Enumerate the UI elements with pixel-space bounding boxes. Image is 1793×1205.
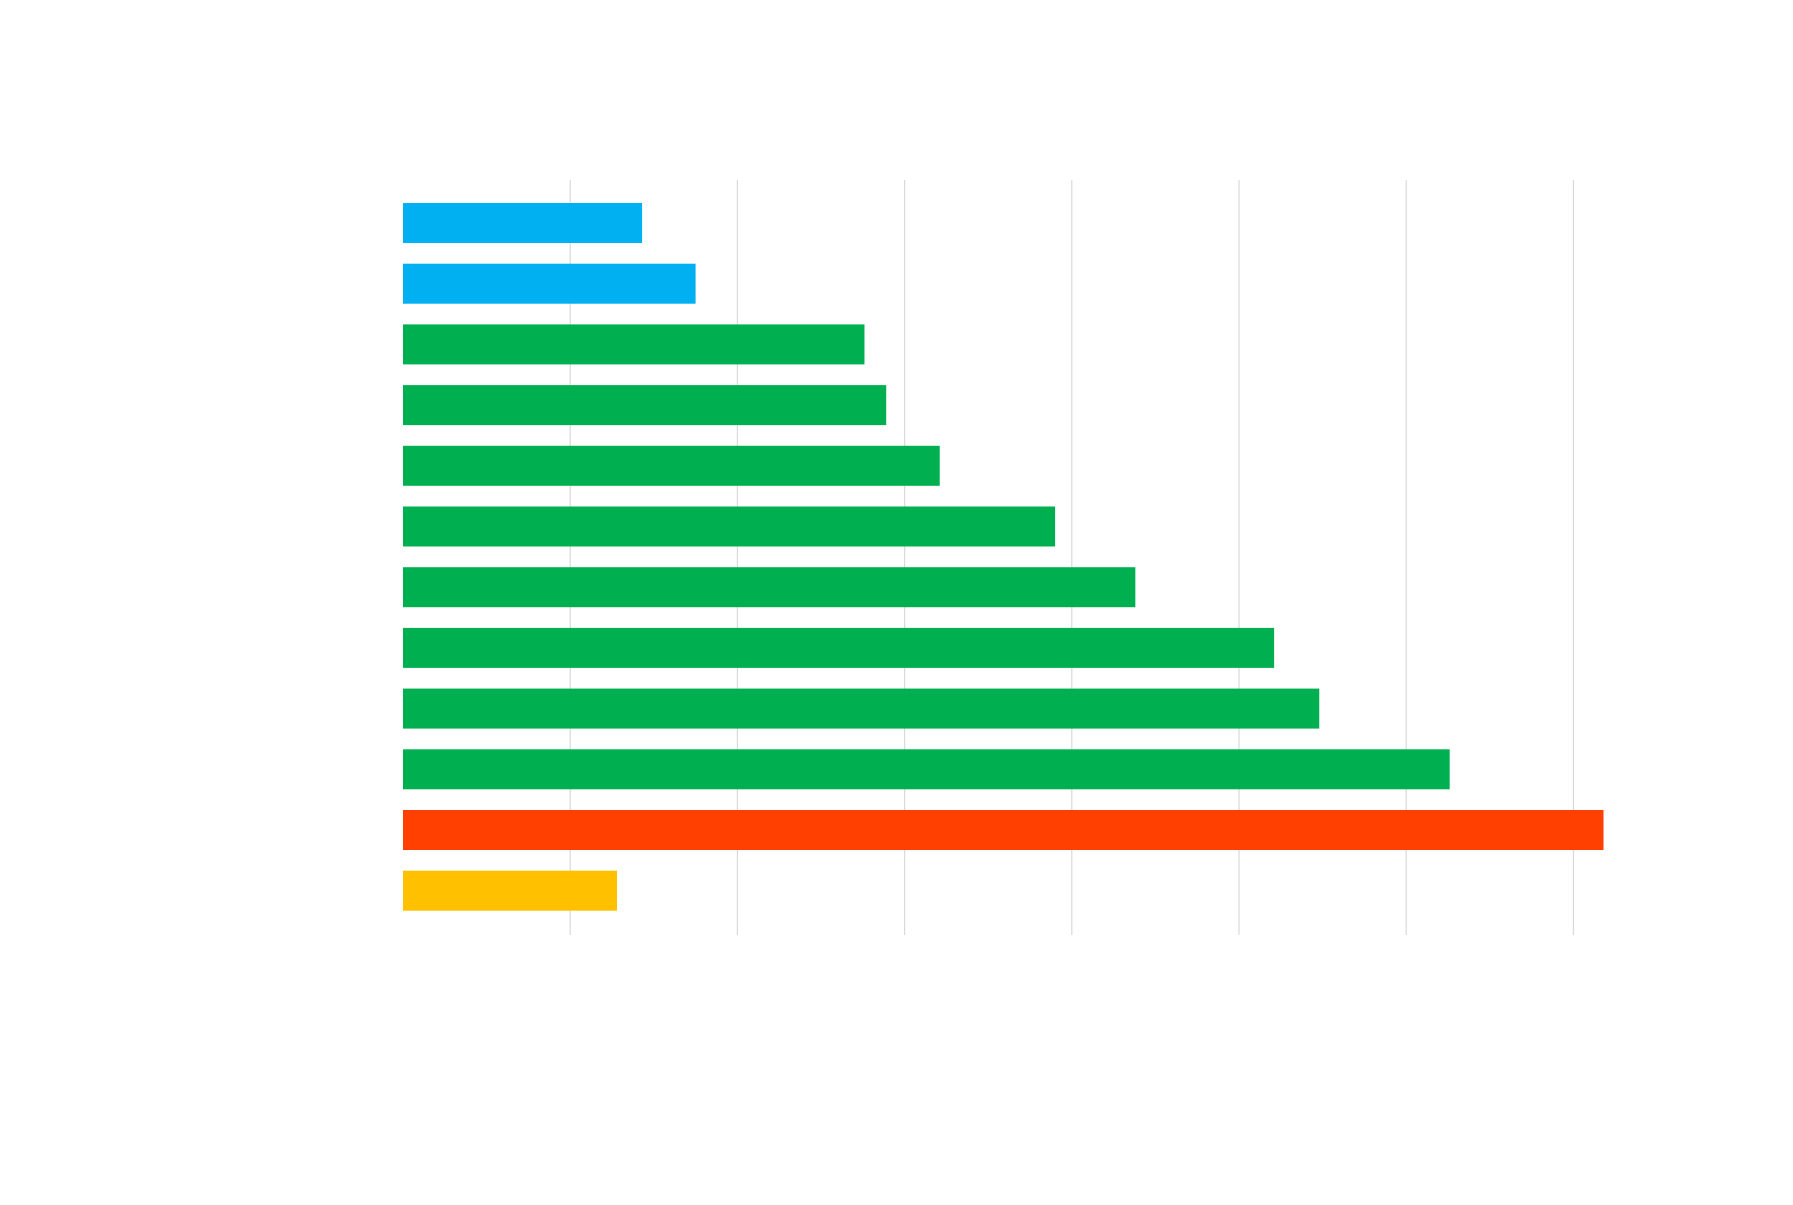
bar-7 (403, 567, 1136, 608)
bar-2 (403, 263, 696, 304)
bar-11 (403, 810, 1604, 850)
bar-4 (403, 385, 887, 426)
grid-lines (569, 180, 1575, 935)
bar-1 (403, 203, 643, 243)
bar-10 (403, 749, 1450, 790)
bars (403, 203, 1604, 911)
bar-8 (403, 627, 1275, 668)
bar-6 (403, 506, 1056, 547)
bar-9 (403, 688, 1320, 729)
bar-5 (403, 445, 940, 486)
bar-3 (403, 324, 865, 365)
bar-12 (403, 870, 618, 911)
